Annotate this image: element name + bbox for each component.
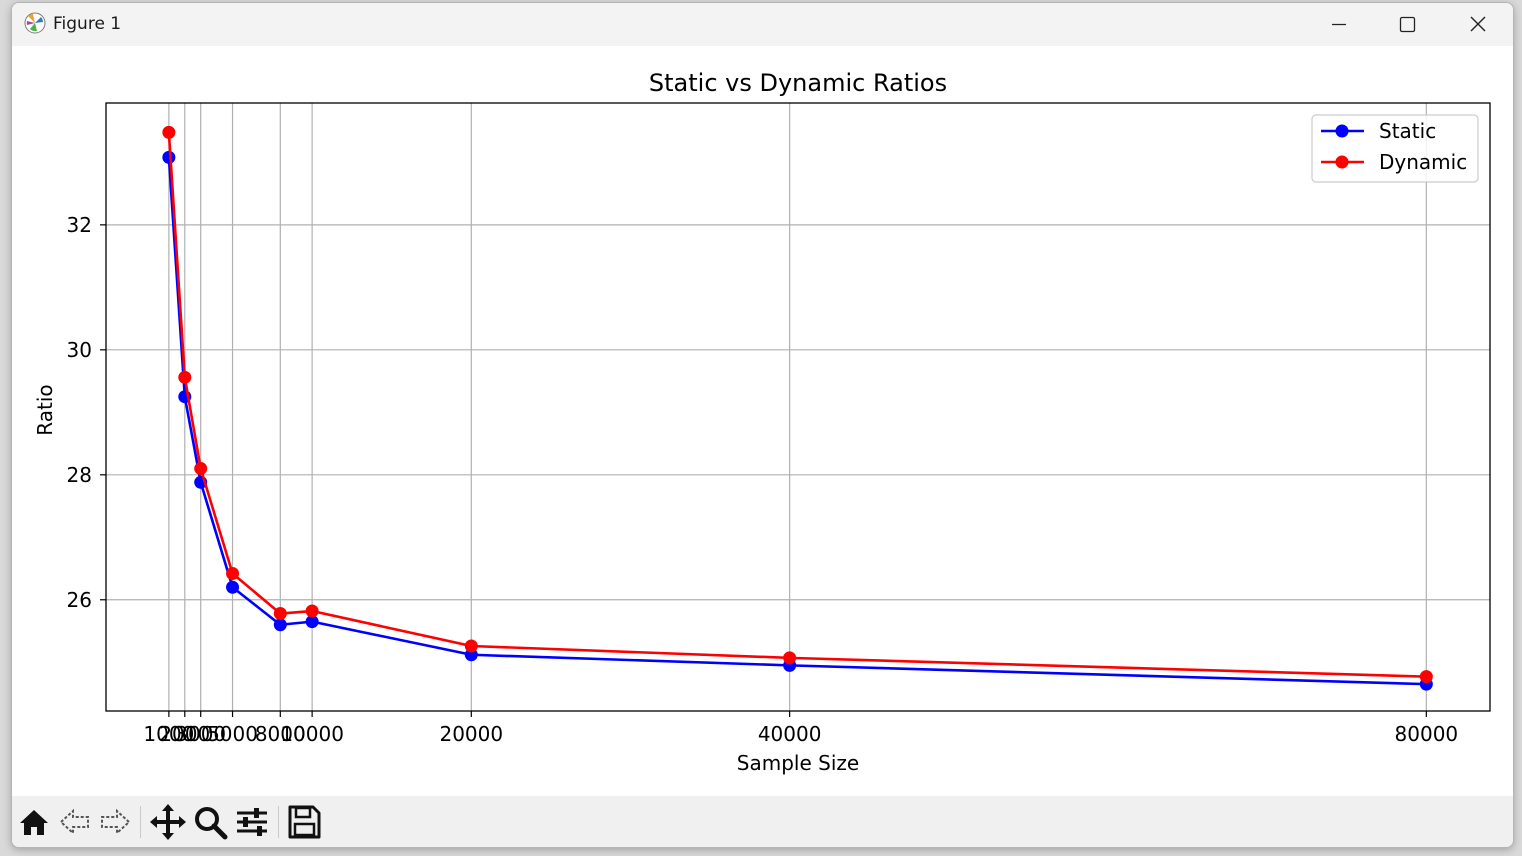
x-tick-label: 40000 [758,722,822,746]
x-tick-label: 2000 [159,722,210,746]
chart-title: Static vs Dynamic Ratios [649,69,947,97]
navigation-toolbar [12,796,1513,847]
x-tick-label: 80000 [1395,722,1459,746]
series-layer [162,125,1433,691]
x-axis-label: Sample Size [737,751,859,775]
y-tick-label: 28 [67,463,92,487]
data-point-dynamic [305,604,319,618]
y-tick-label: 26 [67,588,92,612]
minimize-icon [1332,23,1346,26]
x-tick-label: 8000 [255,722,306,746]
magnifier-icon [195,807,228,840]
x-tick-label: 5000 [207,722,258,746]
maximize-button[interactable] [1383,3,1429,46]
data-point-dynamic [783,651,797,665]
legend-marker-static [1335,124,1349,138]
floppy-disk-icon [288,805,321,839]
configure-subplots-button[interactable] [232,802,272,842]
title-bar[interactable]: Figure 1 [12,3,1513,46]
grid-lines [106,103,1490,711]
data-point-dynamic [1419,670,1433,684]
y-tick-label: 30 [67,338,92,362]
axes-frame [105,102,1491,712]
data-point-dynamic [162,125,176,139]
window-title: Figure 1 [53,14,122,34]
sliders-icon [237,808,267,836]
x-tick-label: 10000 [280,722,344,746]
pan-button[interactable] [148,802,188,842]
data-point-dynamic [273,607,287,621]
data-point-dynamic [226,567,240,581]
figure-canvas[interactable]: Static vs Dynamic Ratios 1000 2000 3000 500… [12,46,1513,796]
series-line-static [167,157,1427,686]
arrow-left-icon [59,808,89,836]
data-point-static [273,618,287,632]
save-button[interactable] [284,802,324,842]
forward-button[interactable] [95,802,135,842]
zoom-button[interactable] [190,802,230,842]
toolbar-separator [140,806,141,838]
home-button[interactable] [14,802,54,842]
data-point-static [305,615,319,629]
data-point-dynamic [194,462,208,476]
maximize-icon [1399,16,1416,33]
line-chart[interactable]: Static vs Dynamic Ratios 100020003000500… [12,46,1513,796]
legend-label-static: Static [1379,119,1436,143]
series-line-dynamic [167,132,1427,678]
home-icon [20,810,48,835]
x-tick-label: 3000 [175,722,226,746]
data-point-static [226,580,240,594]
matplotlib-icon [24,12,46,34]
y-tick-label: 32 [67,213,92,237]
back-button[interactable] [55,802,95,842]
legend-marker-dynamic [1335,155,1349,169]
legend: Static Dynamic [1311,114,1479,183]
legend-label-dynamic: Dynamic [1379,150,1467,174]
x-tick-label: 1000 [143,722,194,746]
toolbar-separator [278,806,279,838]
figure-window: Figure 1 Static vs Dynamic Ratios 1000 20… [11,2,1514,848]
y-axis-label: Ratio [33,384,57,435]
data-point-static [162,150,176,164]
arrow-right-icon [101,808,131,836]
data-point-dynamic [178,370,192,384]
x-tick-label: 20000 [439,722,503,746]
close-button[interactable] [1454,3,1500,46]
data-point-dynamic [464,639,478,653]
minimize-button[interactable] [1315,3,1361,46]
close-icon [1470,16,1486,32]
move-icon [150,804,186,840]
